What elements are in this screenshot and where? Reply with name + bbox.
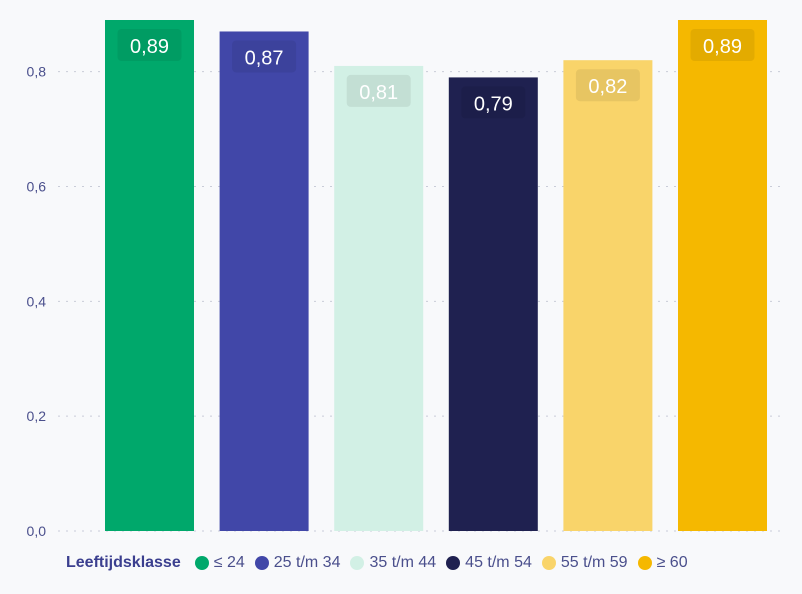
y-tick-label: 0,8: [27, 64, 47, 80]
legend-title: Leeftijdsklasse: [66, 554, 181, 571]
y-tick-label: 0,6: [27, 179, 47, 195]
data-label-background: [690, 29, 755, 61]
data-label-text: 0,89: [130, 36, 169, 58]
data-label: 0,87: [232, 40, 297, 73]
bar-chart: 0,0 0,2 0,4 0,6 0,8 0,89 0,87 0,81 0,79 0,82 0,89: [27, 20, 782, 539]
bars: [105, 20, 767, 531]
data-label: 0,82: [575, 69, 640, 102]
legend-swatch-icon: [446, 556, 461, 570]
legend-items: ≤ 24 25 t/m 34 35 t/m 44 45 t/m 54 55 t/m 59…: [194, 554, 698, 572]
data-label-background: [232, 40, 297, 73]
data-label: 0,89: [117, 29, 182, 61]
legend-swatch-icon: [254, 556, 269, 570]
data-label: 0,81: [346, 74, 411, 107]
legend-label: 45 t/m 54: [465, 554, 532, 571]
legend-item[interactable]: 45 t/m 54: [446, 554, 532, 572]
bar[interactable]: [219, 31, 309, 531]
bar[interactable]: [105, 20, 194, 531]
legend-label: ≤ 24: [213, 554, 245, 571]
bar[interactable]: [678, 20, 767, 531]
bar[interactable]: [334, 65, 424, 531]
data-label-text: 0,87: [245, 47, 284, 69]
data-label-text: 0,82: [588, 76, 627, 98]
data-label-background: [346, 74, 411, 107]
data-label: 0,79: [461, 86, 526, 119]
data-label-background: [575, 69, 640, 102]
y-axis: 0,0 0,2 0,4 0,6 0,8: [27, 64, 47, 539]
legend: Leeftijdsklasse ≤ 24 25 t/m 34 35 t/m 44 45…: [66, 554, 698, 572]
legend-swatch-icon: [194, 556, 209, 570]
data-label-text: 0,81: [359, 82, 398, 104]
legend-swatch-icon: [541, 556, 556, 570]
data-labels: 0,89 0,87 0,81 0,79 0,82 0,89: [117, 29, 755, 119]
data-label: 0,89: [690, 29, 755, 61]
bar[interactable]: [563, 60, 653, 531]
legend-label: ≥ 60: [656, 554, 688, 571]
legend-label: 35 t/m 44: [369, 554, 437, 571]
legend-swatch-icon: [637, 556, 652, 570]
legend-item[interactable]: ≤ 24: [194, 554, 245, 572]
legend-item[interactable]: 25 t/m 34: [254, 554, 341, 572]
legend-label: 55 t/m 59: [560, 554, 628, 571]
legend-swatch-icon: [350, 556, 365, 570]
y-tick-label: 0,2: [27, 408, 47, 424]
legend-item[interactable]: 55 t/m 59: [541, 554, 628, 572]
legend-label: 25 t/m 34: [273, 554, 341, 571]
data-label-text: 0,89: [703, 36, 742, 58]
legend-item[interactable]: ≥ 60: [637, 554, 688, 572]
bar[interactable]: [448, 77, 538, 531]
data-label-text: 0,79: [474, 93, 513, 115]
data-label-background: [461, 86, 526, 119]
legend-item[interactable]: 35 t/m 44: [350, 554, 436, 572]
y-tick-label: 0,4: [27, 293, 47, 309]
data-label-background: [117, 29, 182, 61]
y-tick-label: 0,0: [27, 523, 47, 539]
